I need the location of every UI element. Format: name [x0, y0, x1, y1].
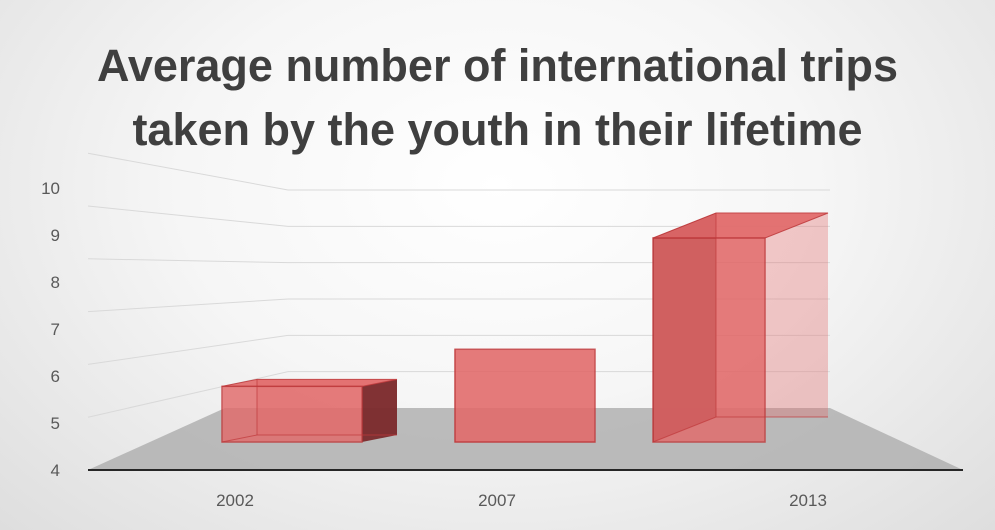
y-tick-label: 6 — [51, 367, 60, 386]
gridline — [87, 334, 289, 365]
y-tick-label: 7 — [51, 320, 60, 339]
bar-2002 — [221, 378, 398, 443]
y-tick-label: 10 — [41, 179, 60, 198]
x-tick-label: 2002 — [216, 491, 254, 510]
bar-edge — [652, 416, 717, 443]
chart-title-line-1: Average number of international trips — [97, 40, 898, 91]
bar-front-face — [454, 348, 596, 443]
bar-2007 — [454, 348, 596, 443]
y-tick-label: 4 — [51, 461, 60, 480]
gridline — [87, 371, 289, 418]
bar-front-face — [221, 385, 363, 443]
gridline — [87, 258, 289, 264]
chart-title-line-2: taken by the youth in their lifetime — [132, 104, 863, 155]
y-tick-label: 5 — [51, 414, 60, 433]
bar-front-face — [652, 237, 766, 443]
chart-title: Average number of international trips ta… — [0, 34, 995, 162]
x-tick-label: 2013 — [789, 491, 827, 510]
bar-side-face — [362, 379, 397, 442]
gridline — [87, 152, 289, 191]
x-tick-label: 2007 — [478, 491, 516, 510]
y-tick-label: 9 — [51, 226, 60, 245]
y-tick-label: 8 — [51, 273, 60, 292]
gridline — [87, 205, 289, 227]
bar-edge — [221, 434, 258, 443]
bar-2013 — [652, 212, 829, 443]
gridline — [87, 298, 289, 313]
